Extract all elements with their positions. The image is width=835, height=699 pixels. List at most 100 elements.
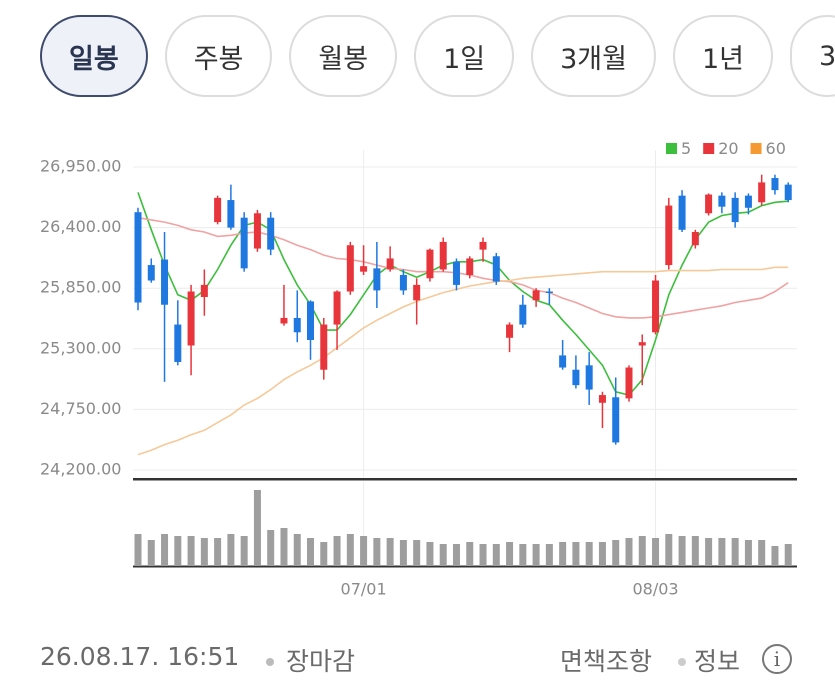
period-tab[interactable]: 주봉 [164,15,273,97]
volume-bar [545,544,553,566]
ma-line [137,216,789,319]
candle-body [267,217,275,250]
volume-bar [598,542,606,566]
legend-label: 60 [766,139,786,158]
period-tabs: 일봉 주봉 월봉 1일 3개월 1년 3 [40,15,835,97]
period-tab[interactable]: 1년 [672,15,773,97]
candle-body [731,197,739,223]
candle-body [678,195,686,230]
volume-bar [307,538,315,566]
candle-body [399,274,407,291]
volume-bar [346,534,354,566]
candle-body [253,213,261,249]
candle-body [413,284,421,301]
volume-bar [519,544,527,566]
candle-body [174,324,182,363]
volume-bar [638,536,646,566]
volume-bar [426,542,434,566]
candle-body [386,258,394,270]
volume-bar [333,536,341,566]
candle-body [612,397,620,443]
volume-bar [413,540,421,566]
volume-bar [439,544,447,566]
volume-bar [718,538,726,566]
candle-body [758,182,766,203]
volume-bar [320,542,328,566]
candle-body [373,268,381,291]
volume-bar [293,534,301,566]
market-status: 장마감 [286,647,356,676]
candle-body [134,212,142,303]
candle-body [293,317,301,333]
legend-swatch [750,143,762,154]
volume-bar [399,540,407,566]
candle-body [506,324,514,338]
volume-bar [134,534,142,566]
period-tab[interactable]: 월봉 [289,15,398,97]
y-tick-label: 24,750.00 [40,399,121,418]
candle-body [545,291,553,294]
period-tab[interactable]: 3개월 [531,15,656,97]
candle-body [598,395,606,403]
candle-body [452,261,460,285]
candle-body [784,184,792,201]
candle-body [479,241,487,250]
period-tab[interactable]: 일봉 [40,15,148,97]
candle-body [307,301,315,340]
timestamp: 26.08.17. 16:51 [40,642,240,671]
volume-bar [678,536,686,566]
candle-body [161,259,169,305]
y-tick-label: 25,300.00 [40,338,121,357]
candle-body [333,291,341,325]
volume-bar [187,536,195,566]
candle-body [652,280,660,333]
volume-bar [559,542,567,566]
candle-body [718,195,726,207]
candle-body [320,324,328,370]
volume-bar [625,538,633,566]
candle-body [147,265,155,281]
period-tab[interactable]: 3 [789,15,835,97]
volume-bar [492,544,500,566]
volume-bar [585,542,593,566]
candle-body [559,355,567,368]
candle-body [227,200,235,228]
candle-body [638,342,646,346]
volume-bar [253,490,261,566]
ma-line [137,192,789,396]
candle-body [519,304,527,325]
legend-label: 20 [718,139,738,158]
volume-bar [214,538,222,566]
candle-body [240,217,248,269]
volume-bar [452,544,460,566]
candle-body [771,178,779,191]
volume-bar [758,540,766,566]
period-tab[interactable]: 1일 [414,15,515,97]
y-tick-label: 25,850.00 [40,278,121,297]
volume-bar [360,536,368,566]
volume-bar [227,534,235,566]
candle-body [532,290,540,301]
volume-bar [147,540,155,566]
candle-body [187,291,195,346]
volume-bar [731,538,739,566]
volume-bar [744,540,752,566]
volume-bar [691,536,699,566]
x-tick-label: 07/01 [341,580,387,599]
candle-body [439,241,447,270]
info-icon[interactable]: i [762,644,792,674]
volume-bar [267,530,275,566]
y-tick-label: 24,200.00 [40,459,121,478]
candle-body [744,195,752,208]
candle-body [280,317,288,324]
volume-bar [572,542,580,566]
volume-bar [479,544,487,566]
info-link[interactable]: 정보 [694,647,741,676]
legend-swatch [666,143,677,154]
candle-body [585,365,593,390]
candle-body [214,197,222,223]
candle-body [625,367,633,399]
disclaimer-link[interactable]: 면책조항 [560,647,653,676]
volume-bar [506,542,514,566]
